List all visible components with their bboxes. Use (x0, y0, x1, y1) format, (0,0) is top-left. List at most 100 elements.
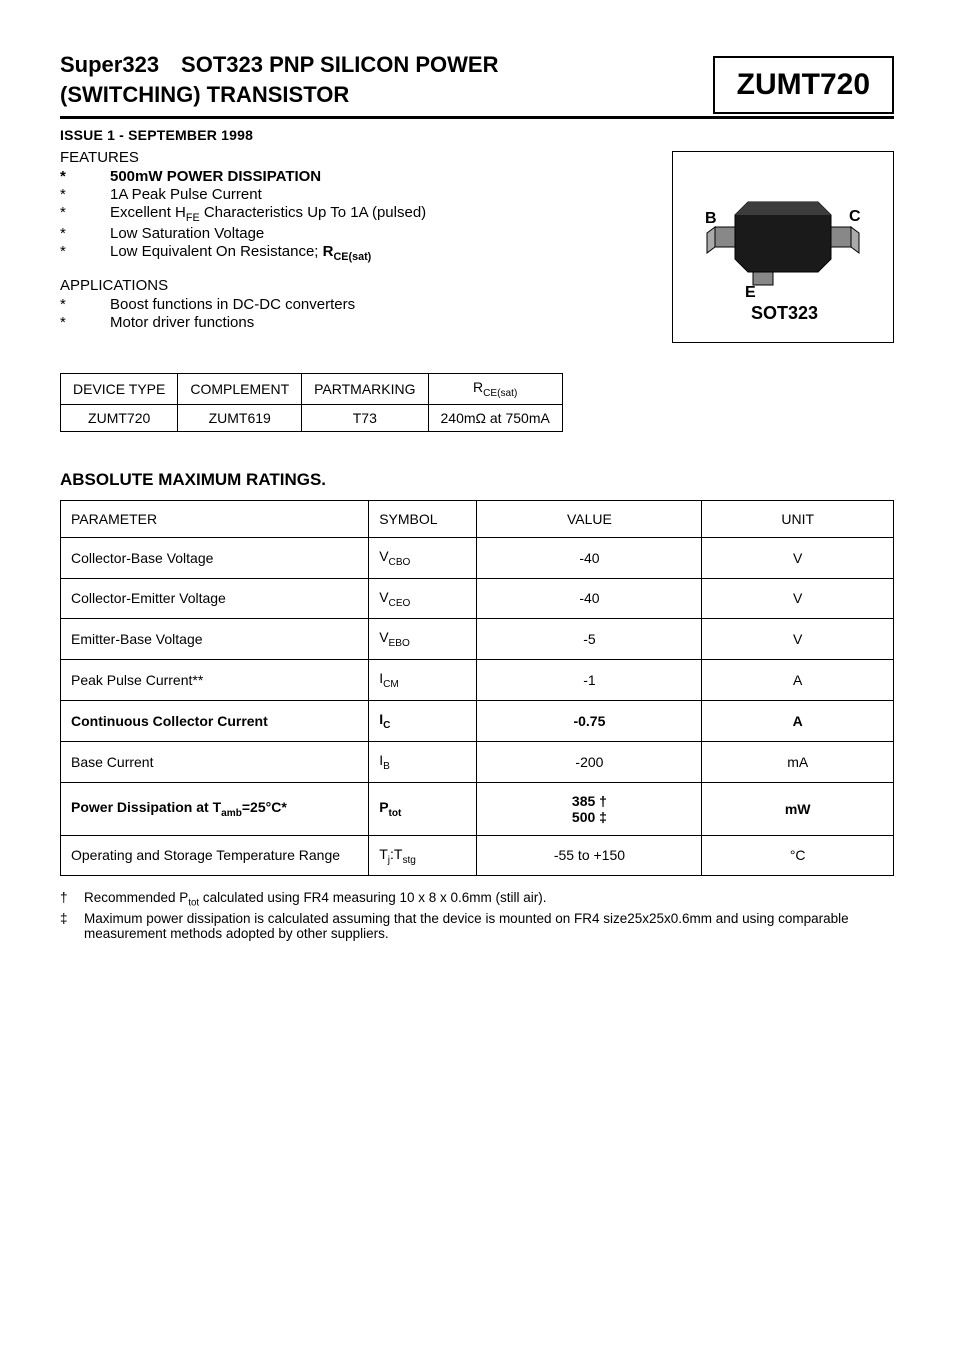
ratings-unit: V (702, 619, 894, 660)
ratings-symbol: ICM (369, 660, 477, 701)
bullet: * (60, 314, 110, 331)
ratings-value: -1 (477, 660, 702, 701)
device-table-header: PARTMARKING (302, 374, 428, 405)
issue-line: ISSUE 1 - SEPTEMBER 1998 (60, 127, 894, 143)
list-item-text: Motor driver functions (110, 314, 254, 331)
ratings-value: -0.75 (477, 700, 702, 741)
list-item-text: 1A Peak Pulse Current (110, 186, 262, 203)
pin-c-label: C (849, 208, 861, 225)
ratings-header-row: PARAMETER SYMBOL VALUE UNIT (61, 500, 894, 537)
pin-e-label: E (745, 284, 756, 301)
part-number-box: ZUMT720 (713, 56, 894, 114)
ratings-unit: A (702, 660, 894, 701)
device-table-header-row: DEVICE TYPE COMPLEMENT PARTMARKING RCE(s… (61, 374, 563, 405)
footnote-text: Recommended Ptot calculated using FR4 me… (84, 890, 547, 909)
applications-list: *Boost functions in DC-DC converters*Mot… (60, 296, 652, 331)
table-row: Collector-Base VoltageVCBO-40V (61, 537, 894, 578)
footnote-text: Maximum power dissipation is calculated … (84, 911, 894, 941)
bullet: * (60, 243, 110, 263)
footnote: ‡Maximum power dissipation is calculated… (60, 911, 894, 941)
list-item: *Excellent HFE Characteristics Up To 1A … (60, 204, 652, 224)
device-table-cell: ZUMT619 (178, 404, 302, 431)
ratings-param: Collector-Emitter Voltage (61, 578, 369, 619)
table-row: Continuous Collector CurrentIC-0.75A (61, 700, 894, 741)
bullet: * (60, 204, 110, 224)
applications-heading: APPLICATIONS (60, 277, 652, 294)
device-table: DEVICE TYPE COMPLEMENT PARTMARKING RCE(s… (60, 373, 563, 432)
ratings-symbol: VCBO (369, 537, 477, 578)
ratings-symbol: IC (369, 700, 477, 741)
ratings-header: UNIT (702, 500, 894, 537)
device-table-cell: ZUMT720 (61, 404, 178, 431)
ratings-table: PARAMETER SYMBOL VALUE UNIT Collector-Ba… (60, 500, 894, 877)
table-row: Emitter-Base VoltageVEBO-5V (61, 619, 894, 660)
ratings-param: Continuous Collector Current (61, 700, 369, 741)
ratings-param: Collector-Base Voltage (61, 537, 369, 578)
page-header: Super323 SOT323 PNP SILICON POWER (SWITC… (60, 50, 894, 119)
footnote-mark: ‡ (60, 911, 84, 941)
ratings-value: 385 †500 ‡ (477, 782, 702, 835)
list-item: *Low Saturation Voltage (60, 225, 652, 242)
package-diagram-box: B C E SOT323 (672, 151, 894, 343)
features-text: FEATURES *500mW POWER DISSIPATION*1A Pea… (60, 147, 652, 345)
ratings-value: -200 (477, 741, 702, 782)
ratings-symbol: Tj:Tstg (369, 835, 477, 876)
ratings-header: SYMBOL (369, 500, 477, 537)
list-item: *Boost functions in DC-DC converters (60, 296, 652, 313)
device-table-row: ZUMT720 ZUMT619 T73 240mΩ at 750mA (61, 404, 563, 431)
ratings-unit: mA (702, 741, 894, 782)
package-label: SOT323 (751, 303, 818, 323)
list-item-text: Low Equivalent On Resistance; RCE(sat) (110, 243, 371, 263)
device-table-header: RCE(sat) (428, 374, 562, 405)
list-item-text: Excellent HFE Characteristics Up To 1A (… (110, 204, 426, 224)
device-table-header: DEVICE TYPE (61, 374, 178, 405)
ratings-header: PARAMETER (61, 500, 369, 537)
ratings-heading: ABSOLUTE MAXIMUM RATINGS. (60, 470, 894, 490)
list-item-text: Boost functions in DC-DC converters (110, 296, 355, 313)
title-line-2: (SWITCHING) TRANSISTOR (60, 82, 349, 107)
ratings-unit: mW (702, 782, 894, 835)
ratings-unit: °C (702, 835, 894, 876)
footnote: †Recommended Ptot calculated using FR4 m… (60, 890, 894, 909)
ratings-header: VALUE (477, 500, 702, 537)
device-table-header: COMPLEMENT (178, 374, 302, 405)
table-row: Base CurrentIB-200mA (61, 741, 894, 782)
bullet: * (60, 296, 110, 313)
bullet: * (60, 225, 110, 242)
ratings-value: -40 (477, 578, 702, 619)
list-item: *500mW POWER DISSIPATION (60, 168, 652, 185)
ratings-param: Emitter-Base Voltage (61, 619, 369, 660)
features-heading: FEATURES (60, 149, 652, 166)
title-block: Super323 SOT323 PNP SILICON POWER (SWITC… (60, 50, 693, 109)
sot323-icon: B C E SOT323 (703, 167, 863, 327)
pin-b-label: B (705, 210, 717, 227)
footnote-mark: † (60, 890, 84, 909)
list-item: *Low Equivalent On Resistance; RCE(sat) (60, 243, 652, 263)
features-row: FEATURES *500mW POWER DISSIPATION*1A Pea… (60, 147, 894, 345)
ratings-value: -55 to +150 (477, 835, 702, 876)
list-item-text: 500mW POWER DISSIPATION (110, 168, 321, 185)
ratings-value: -5 (477, 619, 702, 660)
ratings-param: Operating and Storage Temperature Range (61, 835, 369, 876)
device-table-cell: T73 (302, 404, 428, 431)
ratings-unit: V (702, 537, 894, 578)
ratings-symbol: VCEO (369, 578, 477, 619)
bullet: * (60, 168, 110, 185)
ratings-symbol: IB (369, 741, 477, 782)
list-item: *1A Peak Pulse Current (60, 186, 652, 203)
list-item-text: Low Saturation Voltage (110, 225, 264, 242)
part-number: ZUMT720 (737, 68, 870, 101)
ratings-unit: A (702, 700, 894, 741)
footnotes: †Recommended Ptot calculated using FR4 m… (60, 890, 894, 941)
list-item: *Motor driver functions (60, 314, 652, 331)
ratings-param: Power Dissipation at Tamb=25°C* (61, 782, 369, 835)
device-table-cell: 240mΩ at 750mA (428, 404, 562, 431)
table-row: Operating and Storage Temperature RangeT… (61, 835, 894, 876)
ratings-symbol: VEBO (369, 619, 477, 660)
bullet: * (60, 186, 110, 203)
table-row: Collector-Emitter VoltageVCEO-40V (61, 578, 894, 619)
table-row: Peak Pulse Current**ICM-1A (61, 660, 894, 701)
ratings-param: Base Current (61, 741, 369, 782)
title-line-1: Super323 SOT323 PNP SILICON POWER (60, 52, 499, 77)
main-title: Super323 SOT323 PNP SILICON POWER (SWITC… (60, 50, 693, 109)
